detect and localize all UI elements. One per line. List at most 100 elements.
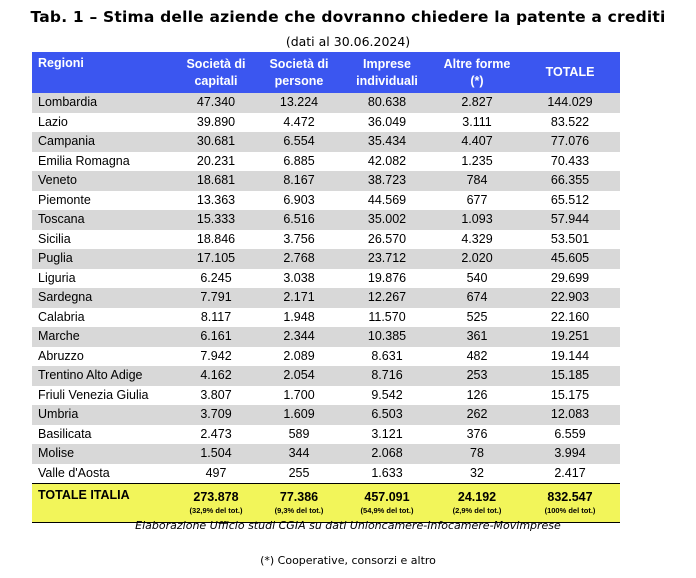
table-title: Tab. 1 – Stima delle aziende che dovrann… — [30, 8, 666, 26]
cell-societa-capitali: 39.890 — [174, 112, 258, 132]
total-value: 273.878 — [193, 490, 239, 504]
cell-altre-forme: 1.235 — [434, 151, 520, 171]
cell-imprese-individuali: 3.121 — [340, 424, 434, 444]
table-row: Calabria 8.117 1.948 11.570 525 22.160 — [32, 307, 620, 327]
cell-imprese-individuali: 26.570 — [340, 229, 434, 249]
cell-totale: 19.251 — [520, 327, 620, 347]
total-label: TOTALE ITALIA — [32, 483, 174, 523]
cell-societa-capitali: 2.473 — [174, 424, 258, 444]
cell-societa-persone: 1.700 — [258, 385, 340, 405]
total-percent: (54,9% del tot.) — [360, 506, 414, 515]
cell-societa-persone: 6.516 — [258, 210, 340, 230]
cell-societa-capitali: 8.117 — [174, 307, 258, 327]
cell-altre-forme: 126 — [434, 385, 520, 405]
cell-societa-persone: 255 — [258, 463, 340, 484]
table-row: Puglia 17.105 2.768 23.712 2.020 45.605 — [32, 249, 620, 269]
header-regioni: Regioni — [32, 52, 174, 93]
cell-societa-capitali: 4.162 — [174, 366, 258, 386]
table-row: Emilia Romagna 20.231 6.885 42.082 1.235 70.4… — [32, 151, 620, 171]
cell-altre-forme: 262 — [434, 405, 520, 425]
total-percent: (9,3% del tot.) — [274, 506, 324, 515]
total-altre-forme: 24.192 (2,9% del tot.) — [434, 483, 520, 523]
cell-societa-persone: 1.948 — [258, 307, 340, 327]
total-percent: (32,9% del tot.) — [189, 506, 243, 515]
cell-totale: 83.522 — [520, 112, 620, 132]
cell-region: Emilia Romagna — [32, 151, 174, 171]
total-imprese-individuali: 457.091 (54,9% del tot.) — [340, 483, 434, 523]
total-percent: (2,9% del tot.) — [452, 506, 502, 515]
total-value: 457.091 — [364, 490, 410, 504]
table-body: Lombardia 47.340 13.224 80.638 2.827 144.029 L… — [32, 93, 620, 484]
cell-totale: 66.355 — [520, 171, 620, 191]
cell-region: Puglia — [32, 249, 174, 269]
cell-altre-forme: 32 — [434, 463, 520, 484]
cell-societa-capitali: 497 — [174, 463, 258, 484]
cell-societa-capitali: 17.105 — [174, 249, 258, 269]
cell-region: Molise — [32, 444, 174, 464]
total-row: TOTALE ITALIA 273.878 (32,9% del tot.) 7… — [32, 483, 620, 523]
cell-region: Valle d'Aosta — [32, 463, 174, 484]
cell-region: Marche — [32, 327, 174, 347]
cell-societa-capitali: 7.942 — [174, 346, 258, 366]
table-row: Marche 6.161 2.344 10.385 361 19.251 — [32, 327, 620, 347]
cell-region: Trentino Alto Adige — [32, 366, 174, 386]
footnote: (*) Cooperative, consorzi e altro — [260, 554, 436, 567]
cell-region: Piemonte — [32, 190, 174, 210]
header-totale: TOTALE — [520, 52, 620, 93]
cell-societa-persone: 8.167 — [258, 171, 340, 191]
cell-altre-forme: 482 — [434, 346, 520, 366]
cell-totale: 144.029 — [520, 93, 620, 113]
cell-region: Abruzzo — [32, 346, 174, 366]
cell-imprese-individuali: 8.631 — [340, 346, 434, 366]
cell-altre-forme: 78 — [434, 444, 520, 464]
table-row: Piemonte 13.363 6.903 44.569 677 65.512 — [32, 190, 620, 210]
header-altre-forme: Altre forme (*) — [434, 52, 520, 93]
header-societa-capitali: Società di capitali — [174, 52, 258, 93]
table-row: Sicilia 18.846 3.756 26.570 4.329 53.501 — [32, 229, 620, 249]
cell-societa-persone: 6.903 — [258, 190, 340, 210]
cell-imprese-individuali: 1.633 — [340, 463, 434, 484]
cell-imprese-individuali: 19.876 — [340, 268, 434, 288]
cell-societa-capitali: 47.340 — [174, 93, 258, 113]
total-societa-capitali: 273.878 (32,9% del tot.) — [174, 483, 258, 523]
cell-altre-forme: 376 — [434, 424, 520, 444]
cell-totale: 29.699 — [520, 268, 620, 288]
cell-societa-persone: 6.885 — [258, 151, 340, 171]
cell-totale: 6.559 — [520, 424, 620, 444]
cell-altre-forme: 2.020 — [434, 249, 520, 269]
total-societa-persone: 77.386 (9,3% del tot.) — [258, 483, 340, 523]
table-row: Liguria 6.245 3.038 19.876 540 29.699 — [32, 268, 620, 288]
header-societa-persone: Società di persone — [258, 52, 340, 93]
cell-totale: 45.605 — [520, 249, 620, 269]
cell-altre-forme: 525 — [434, 307, 520, 327]
cell-region: Sicilia — [32, 229, 174, 249]
cell-societa-capitali: 30.681 — [174, 132, 258, 152]
table-row: Umbria 3.709 1.609 6.503 262 12.083 — [32, 405, 620, 425]
cell-societa-capitali: 15.333 — [174, 210, 258, 230]
cell-altre-forme: 3.111 — [434, 112, 520, 132]
cell-societa-persone: 2.171 — [258, 288, 340, 308]
cell-societa-persone: 2.344 — [258, 327, 340, 347]
cell-altre-forme: 674 — [434, 288, 520, 308]
total-value: 77.386 — [279, 490, 319, 504]
cell-societa-persone: 3.038 — [258, 268, 340, 288]
cell-totale: 77.076 — [520, 132, 620, 152]
data-table: Regioni Società di capitali Società di p… — [32, 52, 620, 523]
table-row: Trentino Alto Adige 4.162 2.054 8.716 253 15.… — [32, 366, 620, 386]
cell-societa-persone: 13.224 — [258, 93, 340, 113]
cell-altre-forme: 253 — [434, 366, 520, 386]
table-row: Veneto 18.681 8.167 38.723 784 66.355 — [32, 171, 620, 191]
cell-imprese-individuali: 10.385 — [340, 327, 434, 347]
cell-totale: 19.144 — [520, 346, 620, 366]
cell-altre-forme: 1.093 — [434, 210, 520, 230]
cell-totale: 57.944 — [520, 210, 620, 230]
cell-totale: 12.083 — [520, 405, 620, 425]
table-subtitle: (dati al 30.06.2024) — [285, 34, 411, 49]
cell-imprese-individuali: 9.542 — [340, 385, 434, 405]
cell-societa-persone: 589 — [258, 424, 340, 444]
cell-region: Sardegna — [32, 288, 174, 308]
cell-societa-persone: 2.768 — [258, 249, 340, 269]
cell-region: Calabria — [32, 307, 174, 327]
cell-imprese-individuali: 35.434 — [340, 132, 434, 152]
cell-region: Campania — [32, 132, 174, 152]
